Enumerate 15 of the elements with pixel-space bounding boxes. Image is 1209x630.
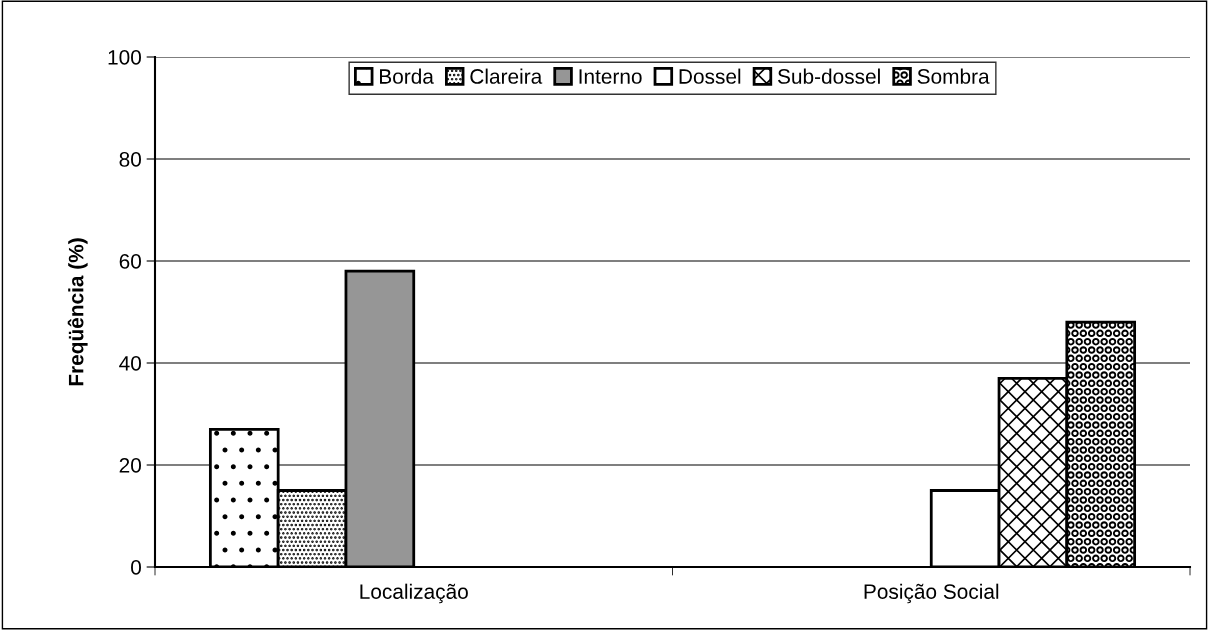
- legend-label: Dossel: [679, 68, 741, 84]
- x-tick-label: Localização: [360, 583, 468, 604]
- legend-label: Borda: [380, 68, 434, 84]
- y-tick-label: 80: [119, 152, 141, 167]
- legend-label: Clareira: [470, 68, 543, 84]
- y-tick-label: 60: [119, 254, 141, 269]
- y-axis-title: Freqüência (%): [67, 238, 88, 386]
- y-tick-label: 20: [119, 458, 141, 473]
- y-tick-label: 100: [108, 50, 141, 65]
- legend-label: Interno: [579, 69, 642, 84]
- y-tick-label: 40: [119, 356, 141, 371]
- legend-label: Sombra: [917, 68, 990, 84]
- legend-label: Sub-dossel: [777, 68, 880, 84]
- x-tick-label: Posição Social: [864, 583, 999, 604]
- y-tick-label: 0: [131, 560, 141, 575]
